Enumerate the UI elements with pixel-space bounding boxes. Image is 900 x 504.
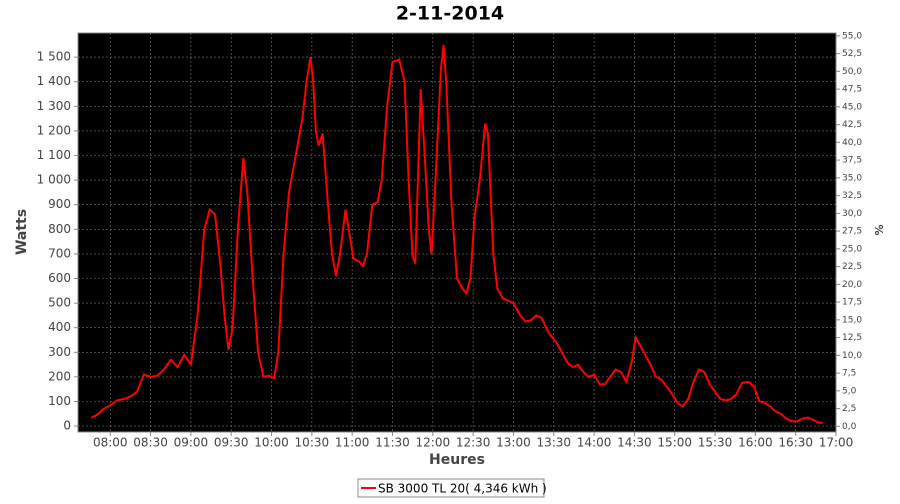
legend-label: SB 3000 TL 20( 4,346 kWh ) — [378, 482, 547, 496]
y2-tick-label: 17,5 — [842, 298, 862, 308]
legend-box — [357, 478, 545, 498]
x-tick-label: 09:30 — [214, 436, 249, 450]
x-tick-label: 12:30 — [456, 436, 491, 450]
x-tick-label: 12:00 — [416, 436, 451, 450]
y-tick-label: 600 — [48, 271, 71, 285]
y-tick-label: 400 — [48, 320, 71, 334]
y-tick-label: 700 — [48, 246, 71, 260]
chart-title: 2-11-2014 — [396, 3, 504, 25]
y2-tick-label: 35,0 — [842, 173, 862, 183]
y2-tick-label: 42,5 — [842, 120, 862, 130]
y2-tick-label: 50,0 — [842, 67, 862, 77]
x-tick-label: 13:30 — [536, 436, 571, 450]
y-tick-label: 1 400 — [37, 74, 71, 88]
y2-tick-label: 47,5 — [842, 85, 862, 95]
y2-tick-label: 22,5 — [842, 262, 862, 272]
y2-tick-label: 2,5 — [842, 404, 856, 414]
y2-tick-label: 30,0 — [842, 209, 862, 219]
y-tick-label: 1 100 — [37, 148, 71, 162]
y-tick-label: 100 — [48, 394, 71, 408]
x-tick-label: 09:00 — [174, 436, 209, 450]
y2-axis-label: % — [873, 224, 886, 235]
y2-tick-label: 37,5 — [842, 156, 862, 166]
x-tick-label: 15:00 — [657, 436, 692, 450]
y-tick-label: 300 — [48, 345, 71, 359]
x-tick-label: 16:30 — [778, 436, 813, 450]
y-tick-label: 200 — [48, 369, 71, 383]
x-tick-label: 10:30 — [295, 436, 330, 450]
y-tick-label: 0 — [63, 419, 71, 433]
y-tick-label: 900 — [48, 197, 71, 211]
x-tick-label: 17:00 — [819, 436, 854, 450]
x-tick-label: 08:00 — [93, 436, 128, 450]
y2-tick-label: 40,0 — [842, 138, 862, 148]
data-line — [90, 44, 823, 425]
y2-tick-label: 12,5 — [842, 333, 862, 343]
y2-tick-label: 32,5 — [842, 191, 862, 201]
y2-tick-label: 20,0 — [842, 280, 862, 290]
x-tick-label: 14:30 — [617, 436, 652, 450]
y-tick-label: 1 200 — [37, 123, 71, 137]
y-tick-label: 1 000 — [37, 173, 71, 187]
y2-tick-label: 27,5 — [842, 227, 862, 237]
y2-tick-label: 25,0 — [842, 244, 862, 254]
y-tick-label: 500 — [48, 296, 71, 310]
x-tick-label: 11:30 — [375, 436, 410, 450]
x-tick-label: 14:00 — [577, 436, 612, 450]
y2-tick-label: 7,5 — [842, 369, 856, 379]
x-tick-label: 16:00 — [738, 436, 773, 450]
y2-tick-label: 5,0 — [842, 386, 857, 396]
x-tick-label: 08:30 — [133, 436, 168, 450]
x-axis-label: Heures — [429, 452, 485, 468]
y-tick-label: 1 500 — [37, 50, 71, 64]
y-tick-label: 1 300 — [37, 99, 71, 113]
y2-tick-label: 55,0 — [842, 31, 862, 41]
y2-tick-label: 52,5 — [842, 49, 862, 59]
y2-tick-label: 10,0 — [842, 351, 862, 361]
x-tick-label: 11:00 — [335, 436, 370, 450]
y2-tick-label: 15,0 — [842, 315, 862, 325]
x-tick-label: 13:00 — [496, 436, 531, 450]
x-tick-label: 15:30 — [698, 436, 733, 450]
y-tick-label: 800 — [48, 222, 71, 236]
x-tick-label: 10:00 — [254, 436, 289, 450]
y2-tick-label: 45,0 — [842, 102, 862, 112]
plot-area — [77, 32, 837, 433]
y2-tick-label: 0,0 — [842, 422, 857, 432]
y-axis-label: Watts — [14, 209, 30, 255]
